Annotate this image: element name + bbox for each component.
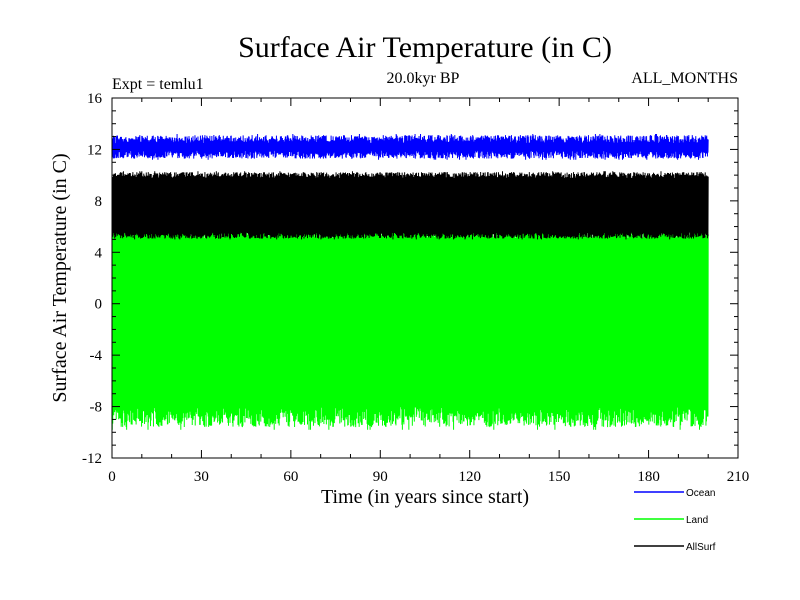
y-tick-label: 0 — [95, 297, 103, 313]
series-layer — [111, 133, 709, 430]
legend-label-allsurf: AllSurf — [686, 542, 716, 553]
x-axis-label: Time (in years since start) — [321, 486, 529, 508]
y-tick-label: 8 — [95, 194, 103, 210]
x-tick-label: 150 — [548, 469, 571, 485]
x-tick-label: 60 — [283, 469, 298, 485]
legend: Ocean Land AllSurf — [634, 488, 716, 553]
y-tick-label: -12 — [82, 451, 102, 467]
y-tick-label: -4 — [90, 348, 103, 364]
legend-label-land: Land — [686, 515, 708, 526]
period-label: 20.0kyr BP — [387, 70, 460, 87]
axis-ticks: 0 30 60 90 120 150 180 210 -12 -8 -4 0 4 8 12 16 — [82, 91, 749, 485]
x-tick-label: 180 — [637, 469, 660, 485]
chart-title: Surface Air Temperature (in C) — [238, 31, 612, 64]
months-label: ALL_MONTHS — [631, 70, 738, 87]
series-line-land — [111, 222, 709, 430]
x-tick-label: 30 — [194, 469, 209, 485]
series-line-ocean — [111, 133, 709, 160]
y-tick-label: 4 — [95, 245, 103, 261]
x-tick-label: 210 — [727, 469, 750, 485]
y-tick-label: -8 — [90, 400, 103, 416]
x-tick-label: 90 — [373, 469, 388, 485]
experiment-label: Expt = temlu1 — [112, 76, 204, 93]
x-tick-label: 0 — [108, 469, 116, 485]
legend-label-ocean: Ocean — [686, 488, 715, 499]
y-axis-label: Surface Air Temperature (in C) — [49, 153, 71, 402]
y-tick-label: 16 — [87, 91, 103, 107]
y-tick-label: 12 — [87, 142, 102, 158]
series-line-allsurf — [111, 171, 709, 240]
x-tick-label: 120 — [458, 469, 481, 485]
